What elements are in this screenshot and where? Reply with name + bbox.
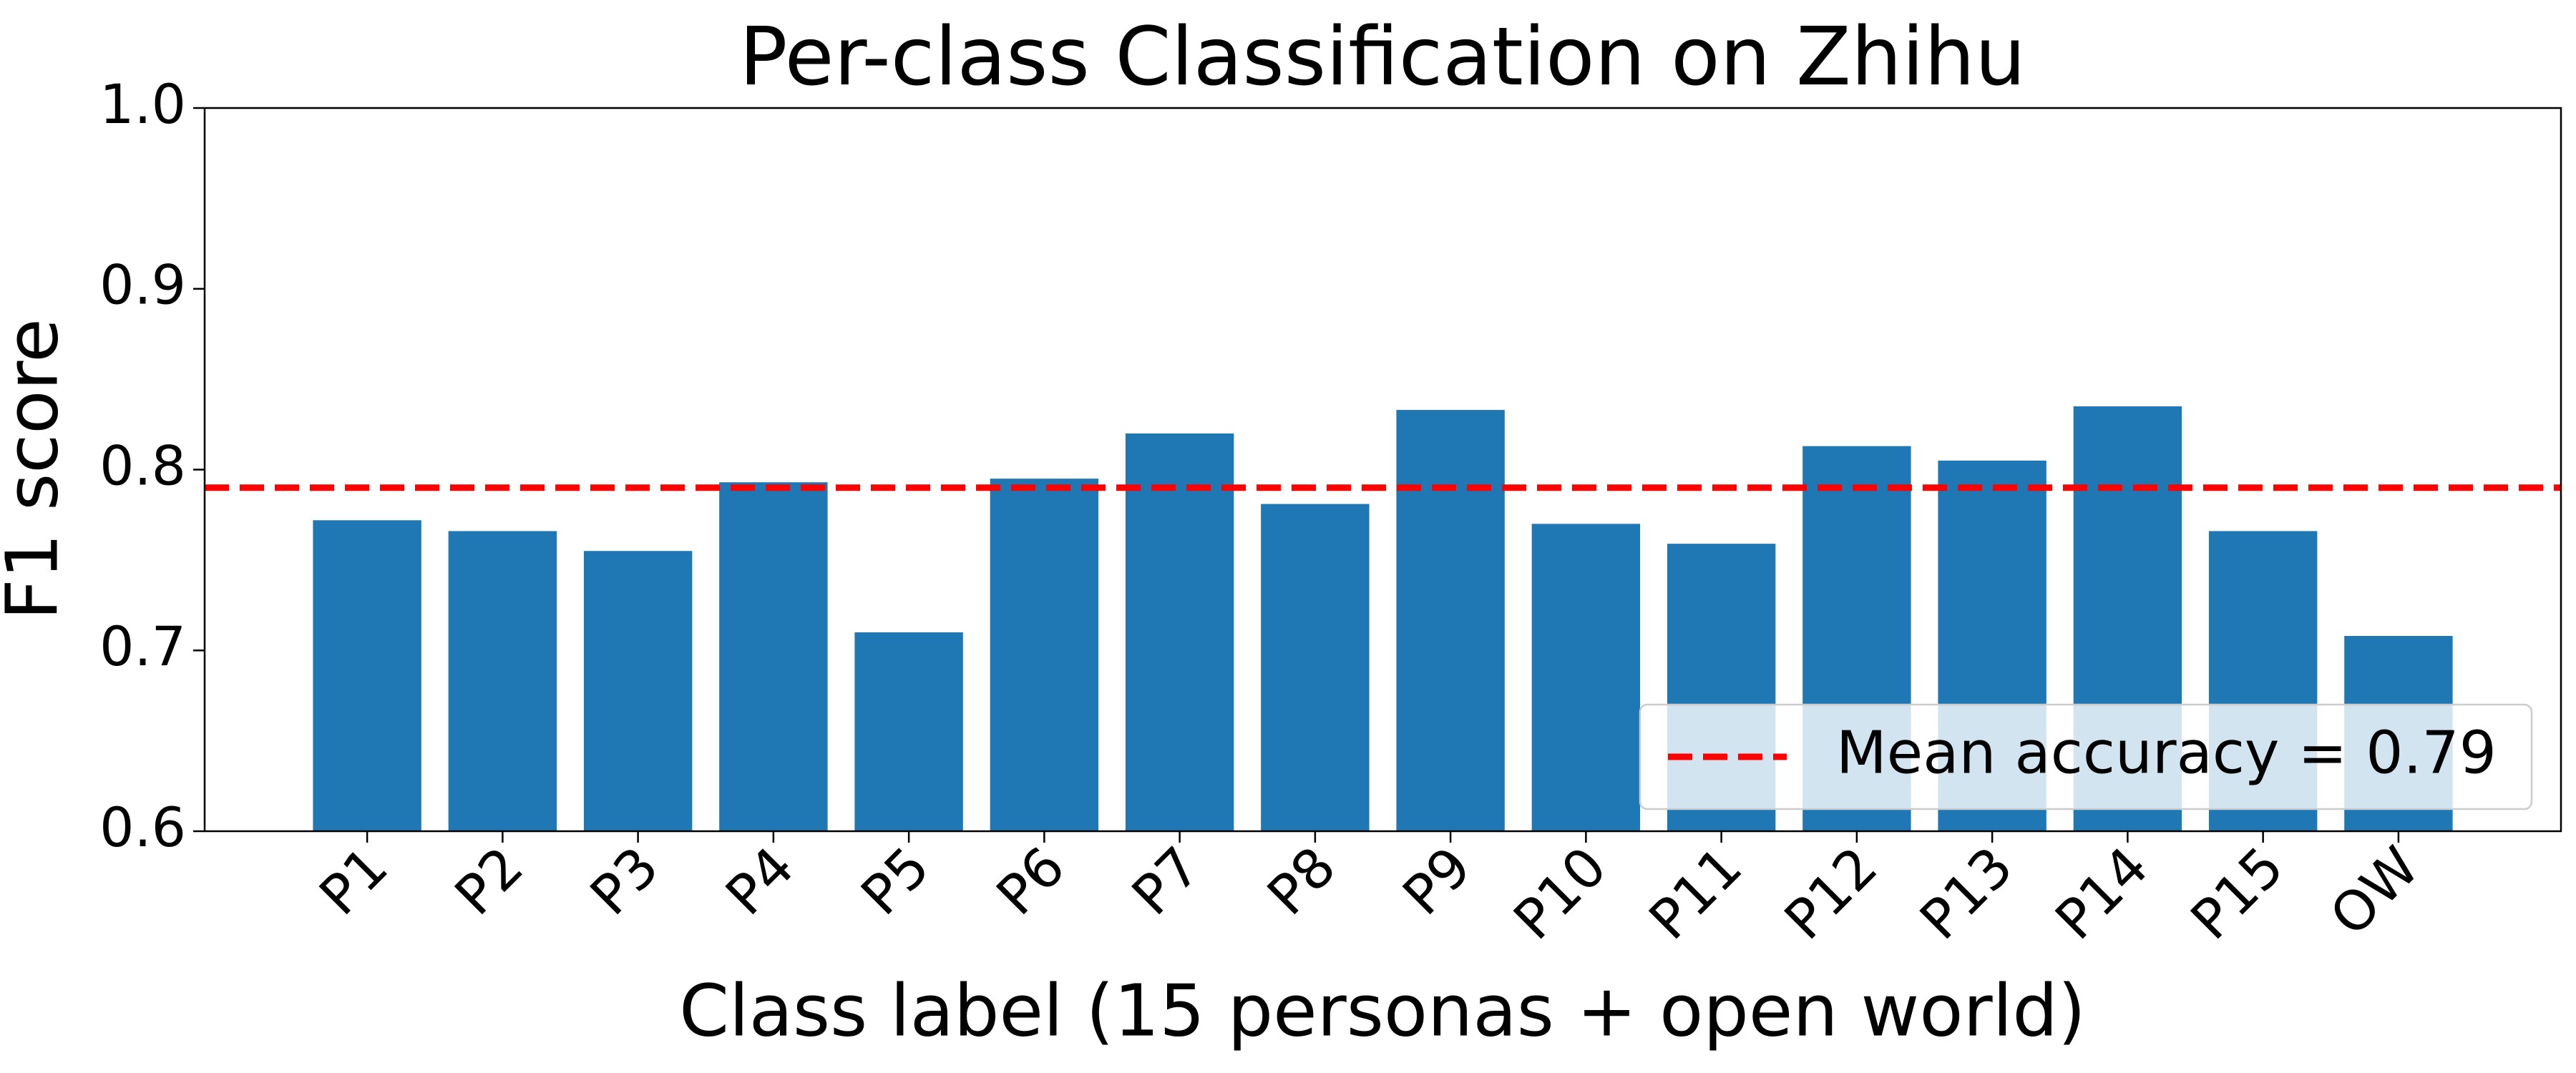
bar xyxy=(1261,504,1370,831)
bar xyxy=(719,482,828,831)
bar xyxy=(583,551,693,831)
bar xyxy=(448,531,557,831)
x-tick-label: P9 xyxy=(1390,835,1483,928)
x-tick-label: P10 xyxy=(1501,835,1619,952)
x-axis-label: Class label (15 personas + open world) xyxy=(679,969,2086,1052)
y-tick-label: 0.8 xyxy=(99,433,186,497)
x-tick-label: P7 xyxy=(1120,835,1213,928)
y-tick-label: 0.6 xyxy=(99,795,186,859)
y-tick-label: 1.0 xyxy=(99,72,186,136)
x-tick-label: P5 xyxy=(849,835,942,928)
y-axis-label: F1 score xyxy=(0,318,74,620)
x-tick-label: P14 xyxy=(2043,835,2160,952)
legend-box xyxy=(1639,703,2533,810)
y-tick-label: 0.7 xyxy=(99,614,186,678)
chart-title: Per-class Classification on Zhihu xyxy=(739,11,2026,104)
x-tick-label: P12 xyxy=(1772,835,1890,952)
x-tick-label: P8 xyxy=(1255,835,1348,928)
x-tick-label: P15 xyxy=(2178,835,2296,952)
x-tick-label: P4 xyxy=(713,835,806,928)
x-tick-label: P13 xyxy=(1908,835,2025,952)
bar xyxy=(1125,433,1234,831)
x-tick-label: OW xyxy=(2318,835,2431,948)
x-tick-label: P2 xyxy=(442,835,535,928)
x-tick-label: P1 xyxy=(307,835,400,928)
x-tick-label: P3 xyxy=(578,835,671,928)
legend: Mean accuracy = 0.79 xyxy=(1639,703,2533,810)
y-tick-label: 0.9 xyxy=(99,253,186,317)
legend-label: Mean accuracy = 0.79 xyxy=(1836,719,2497,787)
x-tick-label: P11 xyxy=(1636,835,1754,952)
bar xyxy=(313,520,421,831)
x-tick-label: P6 xyxy=(984,835,1077,928)
bar xyxy=(854,632,963,831)
bar xyxy=(1531,524,1641,831)
axes-frame xyxy=(203,107,2562,833)
bar xyxy=(1396,410,1505,831)
bar xyxy=(990,479,1099,831)
